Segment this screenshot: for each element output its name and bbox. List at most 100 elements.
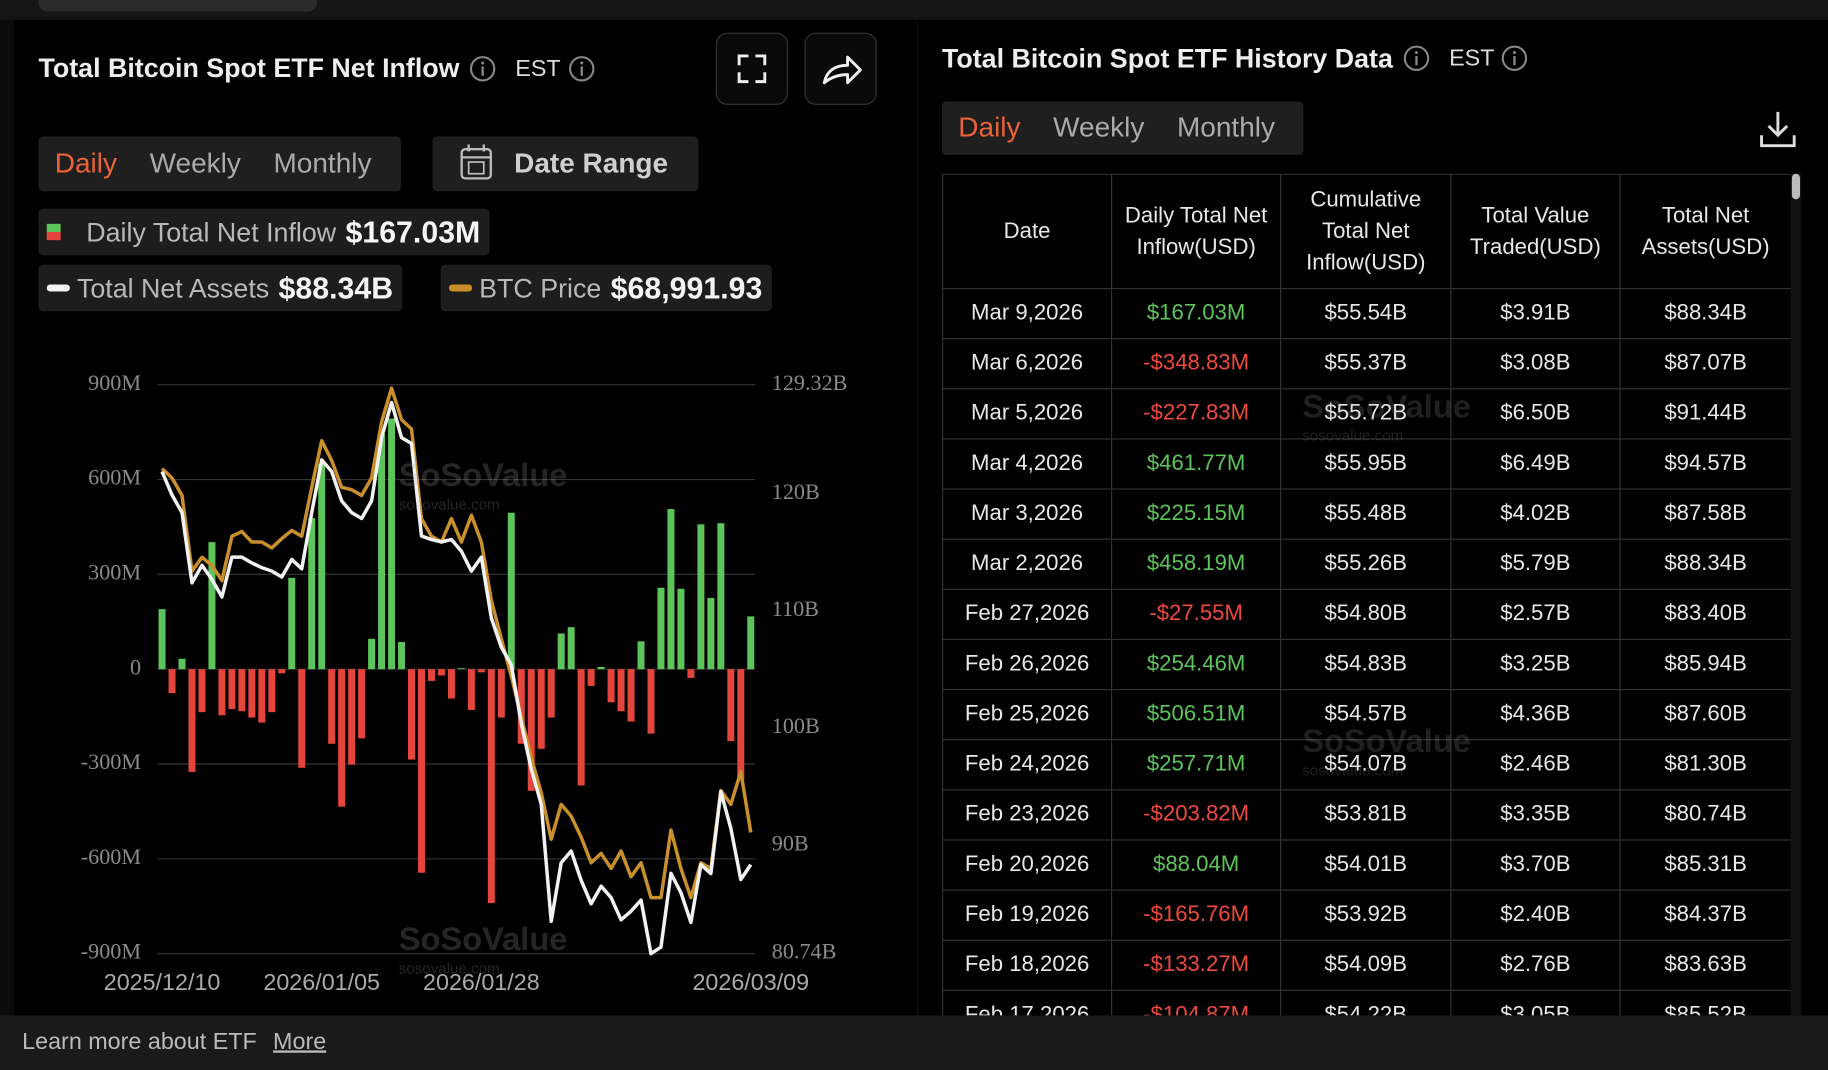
bar [308,518,316,670]
watermark: SoSoValue sosovalue.com [1242,723,1471,781]
bar [218,669,226,716]
table-cell: Feb 20,2026 [941,839,1113,891]
info-icon[interactable] [1402,44,1430,72]
table-row: Feb 27,2026 -$27.55M $54.80B $2.57B $83.40B [941,588,1791,641]
bar [318,463,326,670]
legend-item[interactable]: Daily Total Net Inflow $167.03M [38,208,490,256]
y-tick-label: 300M [88,559,141,584]
table-cell: $3.91B [1450,287,1621,340]
table-cell: Mar 6,2026 [941,338,1113,390]
table-cell: -$165.76M [1111,889,1282,941]
table-cell: $254.46M [1111,638,1282,691]
table-cell: Feb 24,2026 [941,739,1113,791]
legend-item[interactable]: BTC Price $68,991.93 [440,264,772,312]
bar [358,669,366,739]
tab[interactable]: Weekly [149,147,241,179]
top-tab[interactable] [38,0,318,12]
line [160,400,753,956]
table-row: Feb 18,2026 -$133.27M $54.09B $2.76B $83.63B [941,939,1791,991]
bar [338,669,346,807]
y-tick-label: 900M [88,370,141,395]
bar [607,669,615,703]
bar [158,609,166,670]
tab[interactable]: Monthly [273,147,372,179]
table-row: Mar 2,2026 $458.19M $55.26B $5.79B $88.34B [941,538,1791,590]
watermark-site: sosovalue.com [398,959,500,977]
table-cell: $53.81B [1280,789,1452,841]
y-tick-label: -300M [81,749,142,774]
table-cell: $55.37B [1280,338,1452,390]
footer-link[interactable]: More [273,1029,327,1056]
tab[interactable]: Monthly [1177,111,1275,144]
bar [517,669,525,744]
fullscreen-button[interactable] [715,32,789,105]
y2-tick-label: 110B [772,596,819,621]
legend-swatch [46,284,70,292]
scrollbar-thumb[interactable] [1791,173,1801,200]
bar [258,669,266,723]
share-button[interactable] [804,32,877,105]
table-cell: $55.95B [1280,438,1452,490]
table-cell: Mar 9,2026 [941,287,1113,340]
legend-label: Daily Total Net Inflow [86,216,337,247]
info-icon[interactable] [568,55,596,83]
table-cell: $81.30B [1619,739,1791,791]
table-cell: Feb 25,2026 [941,688,1113,741]
bar [477,669,485,673]
bar [447,669,455,699]
bar [368,638,376,670]
tab[interactable]: Weekly [1053,111,1145,144]
table-cell: $54.80B [1280,588,1452,641]
x-tick-label: 2026/01/05 [263,969,380,995]
date-range-button[interactable]: Date Range [432,136,699,192]
tab[interactable]: Daily [958,111,1021,144]
table-cell: $4.36B [1450,688,1621,741]
table-cell: $257.71M [1111,739,1282,791]
x-tick-label: 2026/03/09 [692,969,809,995]
bar [398,641,406,670]
footer: Learn more about ETF More [0,1015,1828,1070]
table-cell: $461.77M [1111,438,1282,490]
top-strip [0,0,1828,20]
info-icon[interactable] [1500,44,1528,72]
table-cell: $2.57B [1450,588,1621,641]
bar [707,598,715,670]
table-cell: -$227.83M [1111,388,1282,440]
tab[interactable]: Daily [54,147,117,179]
y2-tick-label: 129.32B [772,370,848,395]
table-cell: $84.37B [1619,889,1791,941]
bar [198,669,206,713]
table-cell: $88.04M [1111,839,1282,891]
column-header: Total Value Traded(USD) [1450,173,1621,290]
bar [437,669,445,676]
watermark-site: sosovalue.com [1302,761,1404,779]
column-header: Daily Total Net Inflow(USD) [1111,173,1282,290]
chart-tabs: Daily Weekly Monthly [38,136,402,192]
info-icon[interactable] [469,55,497,83]
download-button[interactable] [1756,107,1800,151]
history-title: Total Bitcoin Spot ETF History Data [941,43,1393,74]
line [160,386,753,900]
table-cell: -$348.83M [1111,338,1282,390]
table-cell: $55.48B [1280,488,1452,540]
bar [487,669,495,904]
y2-tick-label: 80.74B [772,939,837,964]
legend-swatch [46,223,61,241]
table-cell: $2.76B [1450,939,1621,991]
bar [557,633,565,670]
table-row: Feb 24,2026 $257.71M $54.07B $2.46B $81.30B [941,739,1791,791]
table-row: Mar 6,2026 -$348.83M $55.37B $3.08B $87.07B [941,338,1791,390]
bar [587,669,595,686]
y-tick-label: 600M [88,465,141,490]
column-header: Total Net Assets(USD) [1619,173,1791,290]
table-cell: Mar 2,2026 [941,538,1113,590]
bar [747,616,755,670]
table-cell: Mar 4,2026 [941,438,1113,490]
y-tick-label: -900M [81,939,142,964]
legend-item[interactable]: Total Net Assets $88.34B [38,264,403,312]
legend-swatch [448,284,473,292]
x-tick-label: 2026/01/28 [423,969,540,995]
table-cell: $54.07B [1280,739,1452,791]
table-cell: $55.54B [1280,287,1452,340]
